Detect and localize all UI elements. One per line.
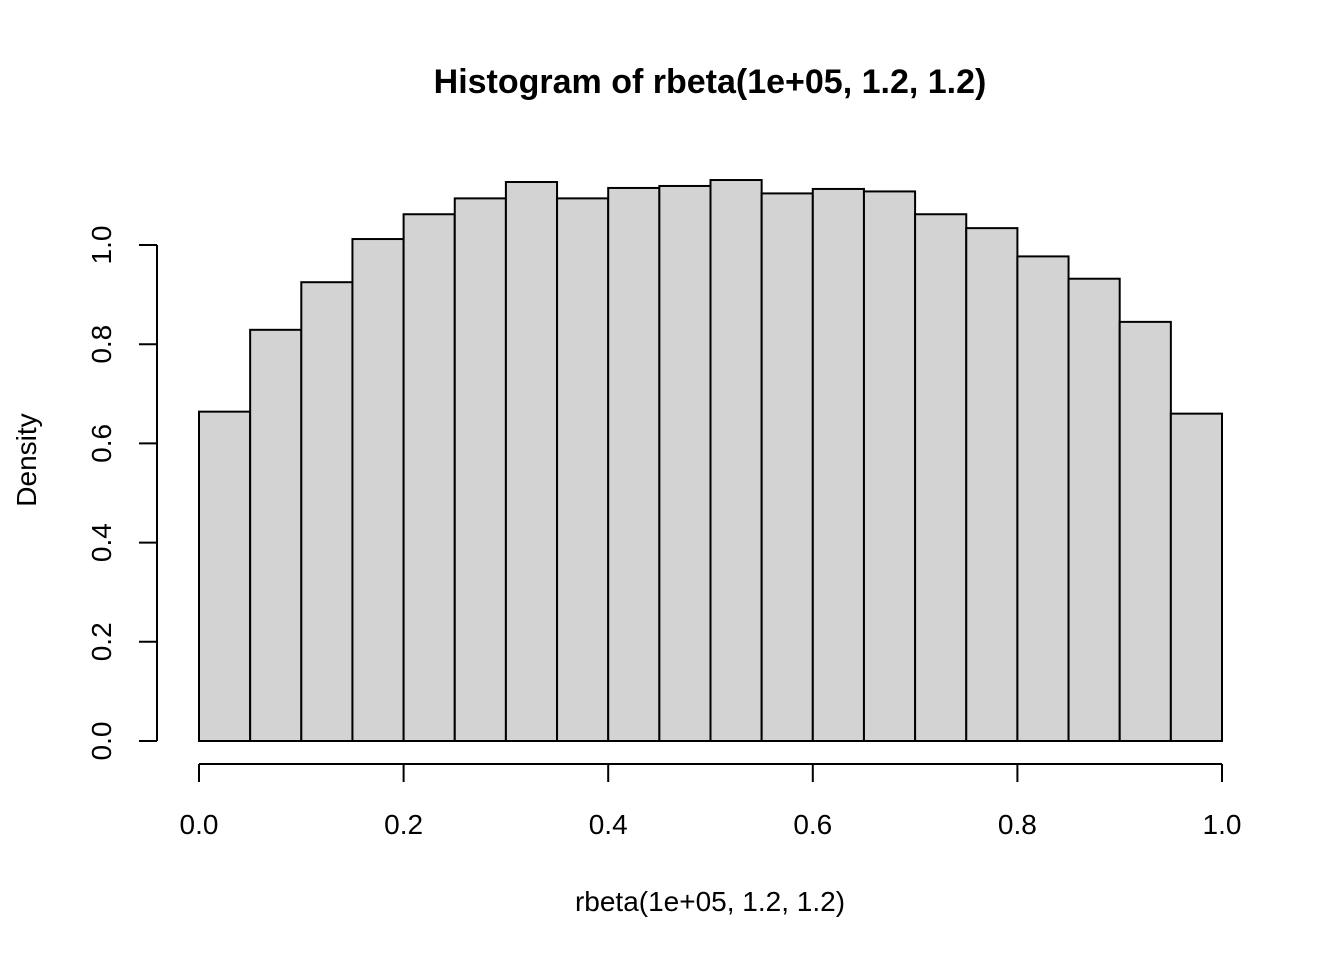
x-tick-label: 0.0 xyxy=(180,809,219,840)
y-tick-label: 0.2 xyxy=(86,622,117,661)
chart-title: Histogram of rbeta(1e+05, 1.2, 1.2) xyxy=(434,63,987,101)
y-axis-label: Density xyxy=(11,413,42,506)
y-tick-label: 0.4 xyxy=(86,523,117,562)
histogram-bar xyxy=(504,181,559,742)
histogram-bar xyxy=(811,187,865,742)
histogram-bar xyxy=(1169,412,1223,742)
histogram-bar xyxy=(607,186,661,742)
histogram-bar xyxy=(1016,255,1070,742)
y-tick-label: 1.0 xyxy=(86,226,117,265)
histogram-bar xyxy=(914,213,968,743)
histogram-bar xyxy=(351,238,405,742)
histogram-bar xyxy=(965,227,1019,743)
histogram-bar xyxy=(453,197,507,743)
histogram-bar xyxy=(862,190,917,742)
histogram-bar xyxy=(709,179,763,743)
histogram-bar xyxy=(760,192,814,742)
histogram-bar xyxy=(249,328,303,742)
x-tick-label: 0.2 xyxy=(384,809,423,840)
x-tick-label: 0.6 xyxy=(793,809,832,840)
histogram-bar xyxy=(556,197,610,743)
histogram-bar xyxy=(1067,277,1121,742)
x-tick-label: 1.0 xyxy=(1203,809,1242,840)
histogram-bar xyxy=(658,184,712,742)
y-tick-label: 0.6 xyxy=(86,424,117,463)
x-tick-label: 0.4 xyxy=(589,809,628,840)
histogram-bar xyxy=(300,281,354,742)
y-tick-label: 0.0 xyxy=(86,722,117,761)
histogram-bar xyxy=(1118,320,1172,742)
x-axis-label: rbeta(1e+05, 1.2, 1.2) xyxy=(575,886,845,917)
histogram-bar xyxy=(402,213,456,743)
y-tick-label: 0.8 xyxy=(86,325,117,364)
histogram-bar xyxy=(198,410,252,742)
x-tick-label: 0.8 xyxy=(998,809,1037,840)
